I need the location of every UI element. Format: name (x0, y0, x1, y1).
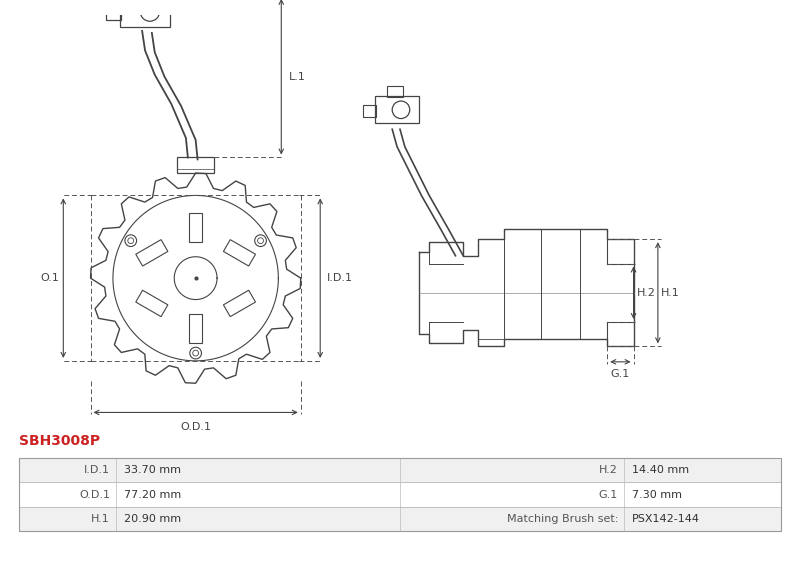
Text: 14.40 mm: 14.40 mm (632, 465, 689, 476)
Text: O.D.1: O.D.1 (79, 490, 110, 500)
Text: O.D.1: O.D.1 (180, 422, 211, 432)
Bar (18, 482, 782, 507)
Bar (223, 240, 255, 266)
Text: H.1: H.1 (91, 514, 110, 524)
Bar (18, 482, 782, 507)
Text: O.1: O.1 (40, 273, 59, 283)
Bar (387, 87, 403, 97)
Text: PSX142-144: PSX142-144 (632, 514, 700, 524)
Bar (18, 458, 782, 482)
Text: I.D.1: I.D.1 (326, 273, 353, 283)
Bar (18, 507, 782, 531)
Text: H.2: H.2 (599, 465, 618, 476)
Text: G.1: G.1 (598, 490, 618, 500)
Text: SBH3008P: SBH3008P (18, 434, 100, 449)
Bar (374, 96, 419, 123)
Text: I.D.1: I.D.1 (84, 465, 110, 476)
Text: 7.30 mm: 7.30 mm (632, 490, 682, 500)
Bar (136, 240, 168, 266)
Text: H.2: H.2 (637, 288, 656, 298)
Bar (189, 213, 202, 242)
Text: Matching Brush set:: Matching Brush set: (506, 514, 618, 524)
Bar (189, 314, 202, 343)
Text: L.1: L.1 (289, 72, 306, 82)
Bar (18, 458, 782, 531)
Bar (177, 158, 214, 173)
Bar (106, 7, 121, 20)
Bar (136, 291, 168, 317)
Bar (363, 105, 376, 116)
Text: 33.70 mm: 33.70 mm (124, 465, 181, 476)
Bar (18, 458, 782, 482)
Text: H.1: H.1 (661, 288, 680, 298)
Bar (18, 507, 782, 531)
Bar (120, 0, 170, 27)
Bar (223, 291, 255, 317)
Text: G.1: G.1 (610, 370, 630, 379)
Text: 77.20 mm: 77.20 mm (124, 490, 181, 500)
Text: 20.90 mm: 20.90 mm (124, 514, 181, 524)
